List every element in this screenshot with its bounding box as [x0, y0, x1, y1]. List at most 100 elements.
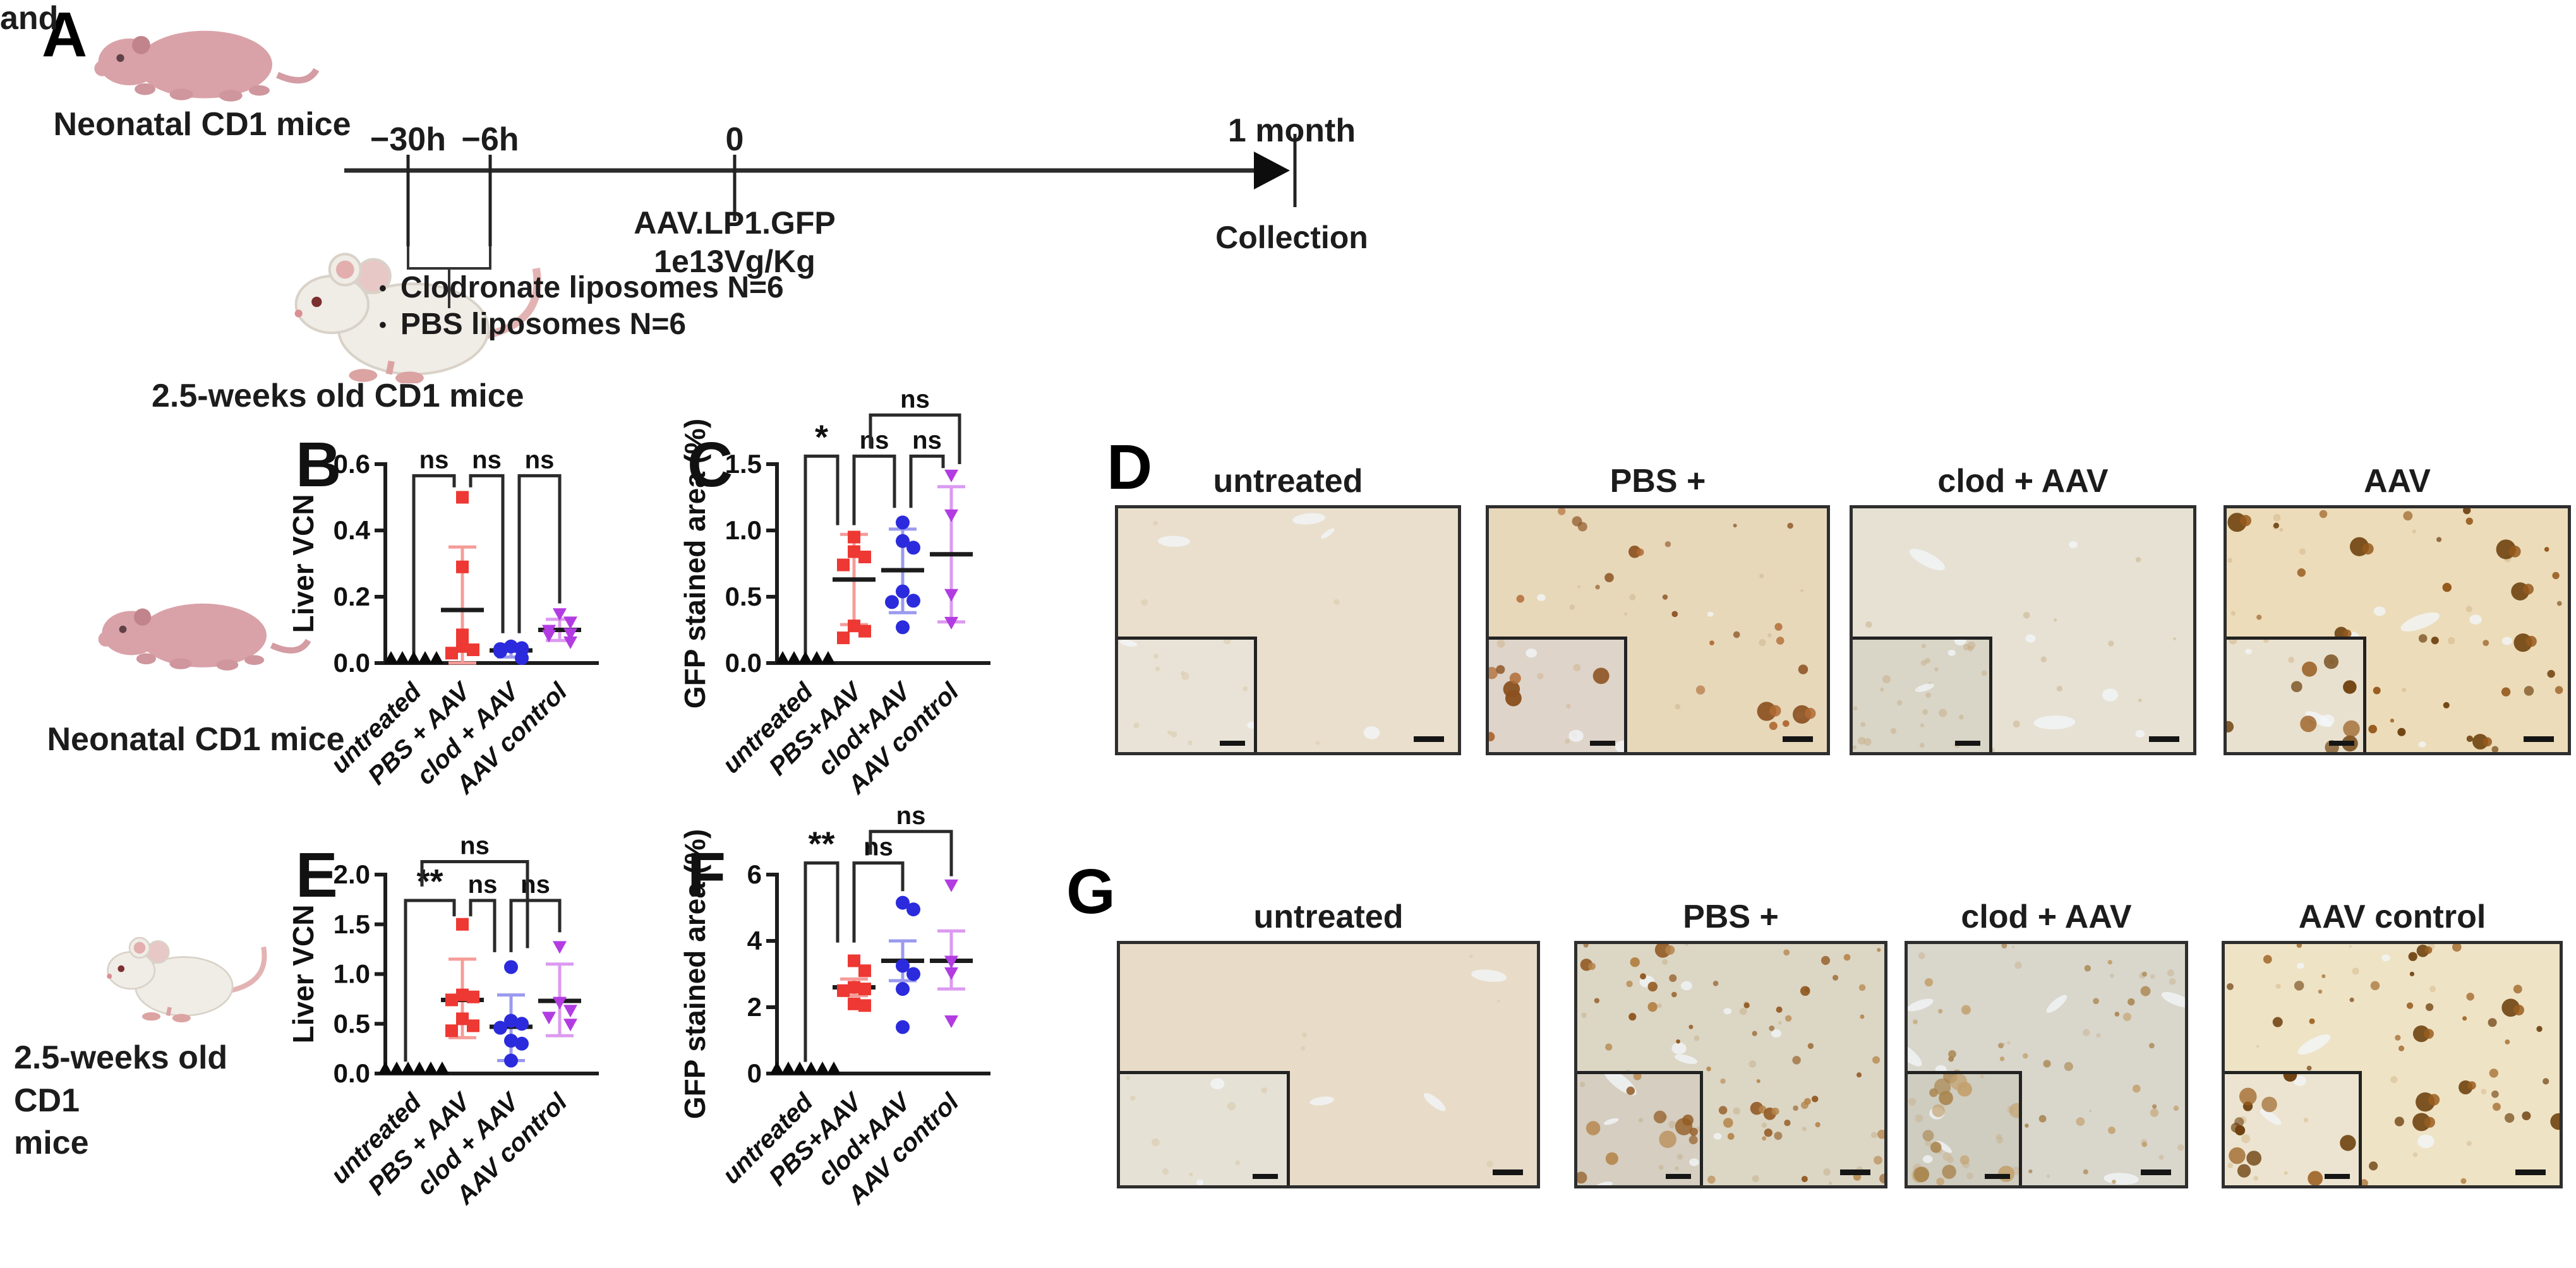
data-point — [906, 594, 920, 608]
y-tick-label: 2 — [747, 992, 762, 1022]
data-point — [563, 636, 577, 649]
significance-label: ns — [900, 385, 930, 413]
y-tick-label: 4 — [747, 926, 762, 955]
significance-label: ns — [468, 871, 498, 899]
scale-bar — [1954, 741, 1980, 746]
data-point — [944, 967, 958, 980]
histology-inset — [1577, 1071, 1704, 1185]
data-point — [493, 644, 507, 659]
data-point — [515, 651, 529, 666]
histology-label: untreated — [1213, 463, 1363, 499]
significance-label: ns — [472, 446, 502, 474]
histology-panel-g-aav-control: AAV control — [2222, 899, 2563, 1188]
y-tick-label: 0.0 — [334, 648, 370, 678]
histology-image — [2222, 941, 2563, 1188]
data-point — [563, 616, 577, 630]
scale-bar — [1220, 741, 1246, 746]
significance-bracket — [803, 454, 840, 657]
scale-bar — [1783, 736, 1813, 742]
data-point — [944, 879, 958, 892]
data-point — [944, 589, 958, 602]
scale-bar — [2329, 741, 2354, 746]
injection-label-line1: AAV.LP1.GFP — [634, 205, 836, 241]
significance-bracket — [517, 474, 562, 633]
y-tick-label: 1.5 — [334, 909, 370, 939]
data-point — [896, 584, 910, 599]
data-point — [563, 628, 577, 641]
data-point — [395, 651, 409, 664]
series-clod+AAV — [881, 515, 924, 635]
histology-panel-g-clod: clod + AAV — [1905, 899, 2188, 1188]
histology-label: PBS + — [1683, 899, 1779, 935]
significance-bracket — [869, 830, 953, 876]
scale-bar — [1414, 736, 1444, 742]
significance-bracket — [509, 899, 562, 952]
bullet-icon: • — [379, 313, 387, 337]
data-point — [896, 959, 910, 973]
data-point — [456, 988, 469, 1002]
data-point — [467, 1019, 479, 1032]
data-point — [781, 1062, 795, 1074]
and-label: and — [0, 0, 59, 37]
histology-inset — [1908, 1071, 2022, 1185]
panel-letter-d: D — [1107, 432, 1153, 503]
scale-bar — [2141, 1169, 2171, 1175]
data-point — [456, 628, 469, 642]
data-point — [816, 1062, 829, 1074]
data-point — [944, 469, 958, 482]
significance-label: ns — [864, 834, 893, 861]
data-point — [504, 1053, 518, 1068]
data-point — [798, 651, 812, 664]
data-point — [456, 640, 469, 653]
significance-bracket — [803, 861, 840, 1062]
data-point — [412, 1062, 426, 1074]
scale-bar — [2515, 1169, 2546, 1175]
data-point — [504, 1014, 518, 1028]
histology-image — [1905, 941, 2188, 1188]
y-tick-label: 0.0 — [334, 1058, 370, 1088]
histology-image — [1117, 941, 1540, 1188]
data-point — [430, 651, 443, 664]
scale-bar — [2149, 736, 2179, 742]
significance-label: ns — [460, 832, 490, 860]
series-untreated — [378, 1062, 449, 1074]
data-point — [401, 1062, 415, 1074]
data-point — [776, 651, 790, 664]
data-point — [944, 616, 958, 630]
timeline-label-0: 0 — [725, 121, 744, 158]
panel-letter-a: A — [42, 0, 88, 70]
bullet-clodronate: • Clodronate liposomes N=6 — [379, 270, 784, 307]
timeline-label-1month: 1 month — [1227, 112, 1356, 149]
data-point — [858, 551, 871, 563]
data-point — [858, 983, 871, 996]
histology-panel-d-clod: clod + AAV — [1850, 463, 2196, 755]
data-point — [515, 1017, 529, 1031]
scale-bar — [2325, 1174, 2350, 1179]
data-point — [456, 1012, 469, 1026]
histology-image — [1850, 505, 2196, 755]
scale-bar — [1840, 1169, 1870, 1175]
data-point — [885, 595, 899, 609]
significance-label: * — [815, 418, 828, 456]
scale-bar — [1984, 1174, 2010, 1179]
data-point — [896, 620, 910, 635]
data-point — [504, 960, 518, 974]
neonatal-mouse-illustration — [94, 30, 319, 102]
series-PBS + AAV — [441, 491, 484, 665]
bullet-pbs: • PBS liposomes N=6 — [379, 307, 686, 344]
series-AAV control — [538, 608, 581, 649]
histology-panel-d-aav: AAV — [2224, 463, 2571, 755]
histology-label: PBS + — [1610, 463, 1706, 499]
histology-label: clod + AAV — [1937, 463, 2109, 499]
scale-bar — [1253, 1174, 1278, 1179]
data-point — [804, 1062, 818, 1074]
series-clod + AAV — [490, 639, 533, 666]
data-point — [456, 491, 469, 504]
data-point — [896, 515, 910, 530]
data-point — [504, 639, 518, 654]
row-adult-label: 2.5-weeks old CD1 mice — [14, 1037, 292, 1165]
